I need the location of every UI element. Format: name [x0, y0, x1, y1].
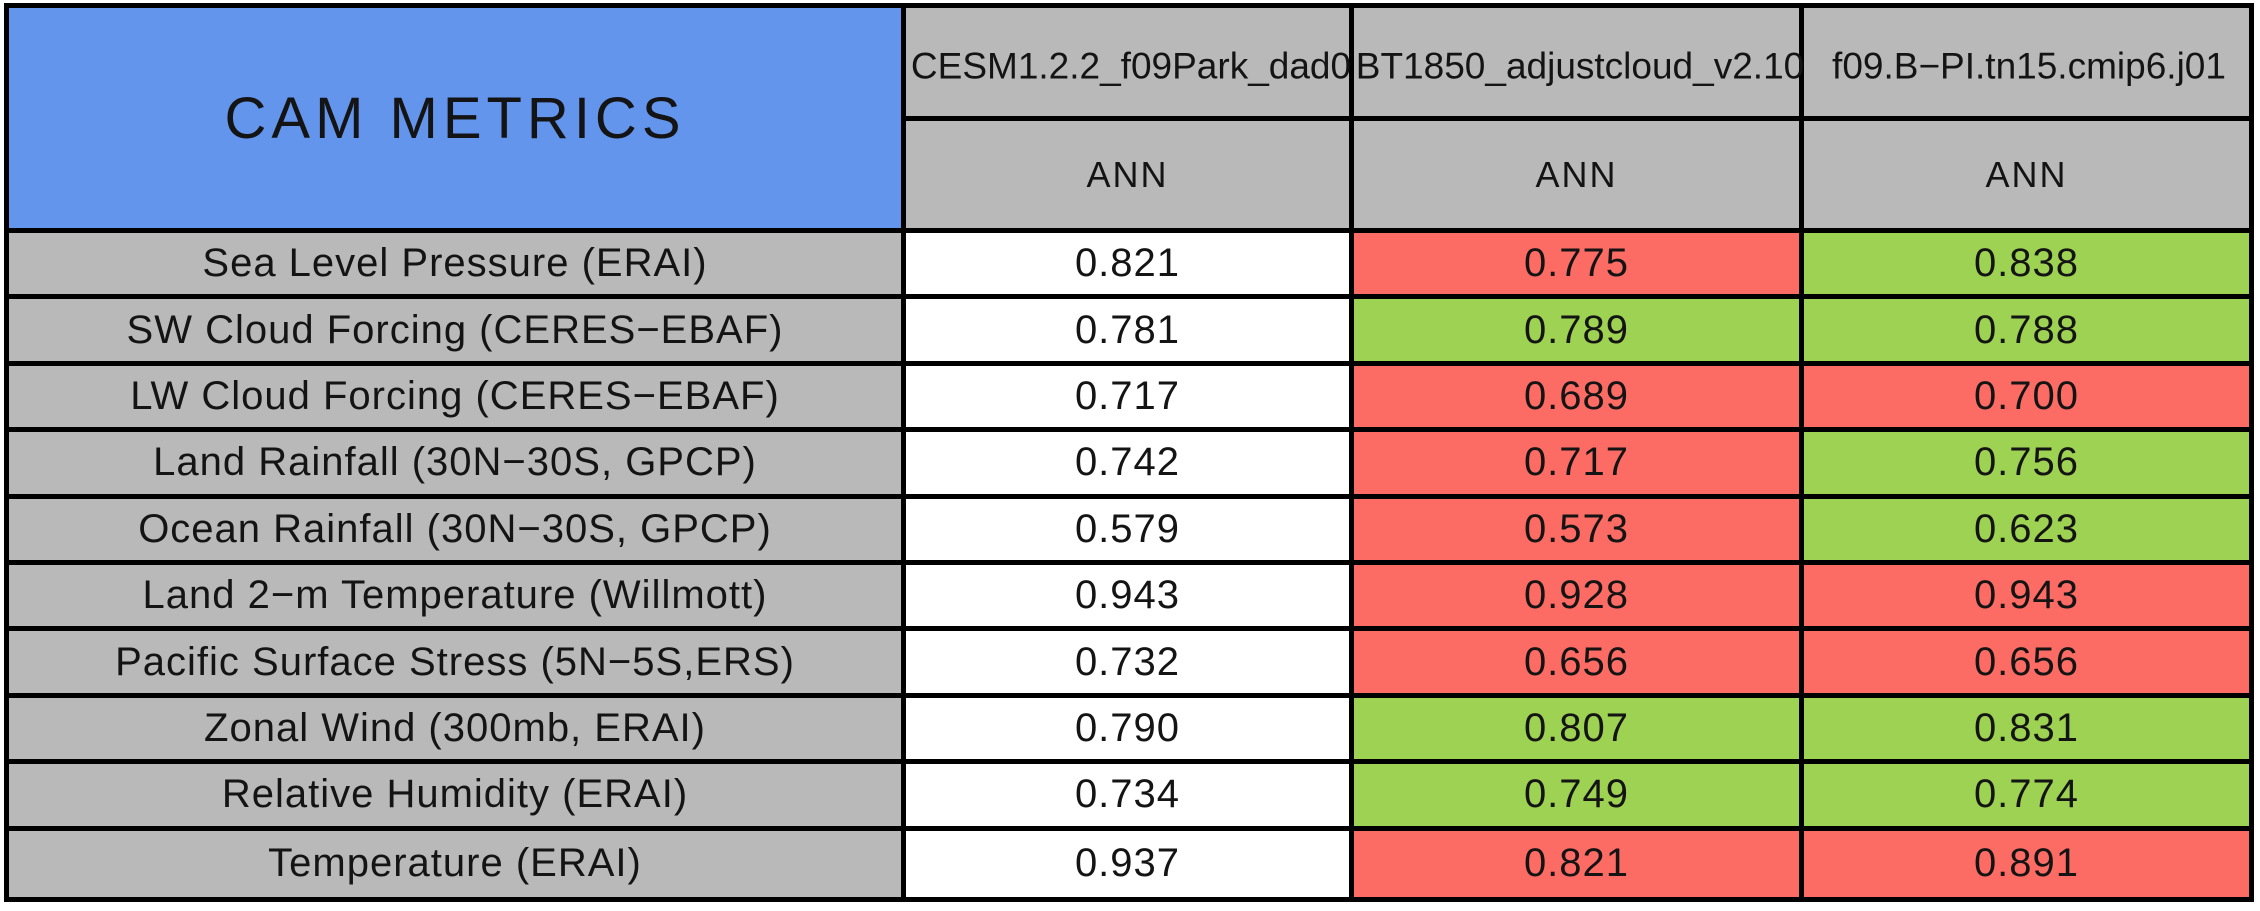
- metric-value: 0.943: [1973, 573, 2080, 618]
- value-cell: 0.838: [1804, 233, 2249, 300]
- metric-label: Sea Level Pressure (ERAI): [202, 241, 708, 286]
- metric-label-cell: Ocean Rainfall (30N−30S, GPCP): [9, 498, 906, 565]
- metric-value: 0.821: [1074, 241, 1181, 286]
- metric-value: 0.788: [1973, 307, 2080, 352]
- metric-value: 0.579: [1074, 506, 1181, 551]
- value-cell: 0.689: [1354, 365, 1804, 433]
- metric-value: 0.656: [1973, 639, 2080, 684]
- metric-value: 0.756: [1973, 440, 2080, 485]
- value-cell: 0.656: [1804, 631, 2249, 698]
- metric-value: 0.732: [1074, 639, 1181, 684]
- value-cell: 0.656: [1354, 631, 1804, 698]
- metric-value: 0.943: [1074, 573, 1181, 618]
- metric-value: 0.807: [1523, 705, 1630, 750]
- metric-label-cell: LW Cloud Forcing (CERES−EBAF): [9, 365, 906, 433]
- value-cell: 0.891: [1804, 830, 2249, 897]
- value-cell: 0.807: [1354, 697, 1804, 765]
- metric-label-cell: Sea Level Pressure (ERAI): [9, 233, 906, 300]
- value-cell: 0.579: [906, 498, 1354, 565]
- metric-value: 0.749: [1523, 772, 1630, 817]
- value-cell: 0.928: [1354, 564, 1804, 632]
- metric-label-cell: Relative Humidity (ERAI): [9, 764, 906, 831]
- season-cell-3: ANN: [1804, 121, 2249, 233]
- metric-label: LW Cloud Forcing (CERES−EBAF): [130, 373, 780, 418]
- metric-value: 0.774: [1973, 772, 2080, 817]
- table-title-cell: CAM METRICS: [9, 8, 906, 233]
- metric-label-cell: Land 2−m Temperature (Willmott): [9, 564, 906, 632]
- metric-value: 0.717: [1523, 440, 1630, 485]
- metric-value: 0.937: [1074, 841, 1181, 886]
- metric-value: 0.928: [1523, 573, 1630, 618]
- value-cell: 0.775: [1354, 233, 1804, 300]
- metric-label: Temperature (ERAI): [268, 841, 642, 886]
- season-label: ANN: [1535, 153, 1618, 195]
- metric-label-cell: Zonal Wind (300mb, ERAI): [9, 697, 906, 765]
- metric-value: 0.717: [1074, 373, 1181, 418]
- metric-value: 0.656: [1523, 639, 1630, 684]
- value-cell: 0.789: [1354, 299, 1804, 366]
- metric-label-cell: Pacific Surface Stress (5N−5S,ERS): [9, 631, 906, 698]
- metric-value: 0.623: [1973, 506, 2080, 551]
- value-cell: 0.717: [1354, 432, 1804, 499]
- metric-label: Pacific Surface Stress (5N−5S,ERS): [115, 639, 795, 684]
- metric-label-cell: Land Rainfall (30N−30S, GPCP): [9, 432, 906, 499]
- value-cell: 0.774: [1804, 764, 2249, 831]
- metric-value: 0.891: [1973, 841, 2080, 886]
- metrics-table: CAM METRICS ANN ANN ANN Sea Level Pressu…: [4, 3, 2254, 902]
- metric-value: 0.781: [1074, 307, 1181, 352]
- metric-label-cell: SW Cloud Forcing (CERES−EBAF): [9, 299, 906, 366]
- season-cell-2: ANN: [1354, 121, 1804, 233]
- value-cell: 0.821: [906, 233, 1354, 300]
- metric-value: 0.790: [1074, 705, 1181, 750]
- metric-value: 0.838: [1973, 241, 2080, 286]
- value-cell: 0.717: [906, 365, 1354, 433]
- value-cell: 0.781: [906, 299, 1354, 366]
- metric-label: Land 2−m Temperature (Willmott): [142, 573, 768, 618]
- metric-value: 0.831: [1973, 705, 2080, 750]
- value-cell: 0.623: [1804, 498, 2249, 565]
- metrics-grid: CAM METRICS ANN ANN ANN Sea Level Pressu…: [9, 8, 2249, 897]
- metric-value: 0.689: [1523, 373, 1630, 418]
- metric-value: 0.789: [1523, 307, 1630, 352]
- run-title-cell-1: [906, 8, 1354, 121]
- season-cell-1: ANN: [906, 121, 1354, 233]
- metric-value: 0.821: [1523, 841, 1630, 886]
- run-title-cell-3: [1804, 8, 2249, 121]
- metric-label: Ocean Rainfall (30N−30S, GPCP): [138, 506, 772, 551]
- value-cell: 0.788: [1804, 299, 2249, 366]
- metric-label: SW Cloud Forcing (CERES−EBAF): [126, 307, 784, 352]
- value-cell: 0.573: [1354, 498, 1804, 565]
- value-cell: 0.700: [1804, 365, 2249, 433]
- table-title: CAM METRICS: [224, 85, 686, 151]
- value-cell: 0.734: [906, 764, 1354, 831]
- value-cell: 0.937: [906, 830, 1354, 897]
- value-cell: 0.943: [906, 564, 1354, 632]
- metric-label: Zonal Wind (300mb, ERAI): [204, 705, 706, 750]
- season-label: ANN: [1086, 153, 1169, 195]
- value-cell: 0.732: [906, 631, 1354, 698]
- metric-value: 0.573: [1523, 506, 1630, 551]
- metric-value: 0.775: [1523, 241, 1630, 286]
- value-cell: 0.943: [1804, 564, 2249, 632]
- value-cell: 0.831: [1804, 697, 2249, 765]
- metric-value: 0.742: [1074, 440, 1181, 485]
- value-cell: 0.749: [1354, 764, 1804, 831]
- value-cell: 0.756: [1804, 432, 2249, 499]
- metric-value: 0.734: [1074, 772, 1181, 817]
- value-cell: 0.790: [906, 697, 1354, 765]
- metric-value: 0.700: [1973, 373, 2080, 418]
- metric-label: Land Rainfall (30N−30S, GPCP): [153, 440, 757, 485]
- metric-label-cell: Temperature (ERAI): [9, 830, 906, 897]
- metric-label: Relative Humidity (ERAI): [221, 772, 689, 817]
- value-cell: 0.742: [906, 432, 1354, 499]
- run-title-cell-2: [1354, 8, 1804, 121]
- season-label: ANN: [1985, 153, 2068, 195]
- value-cell: 0.821: [1354, 830, 1804, 897]
